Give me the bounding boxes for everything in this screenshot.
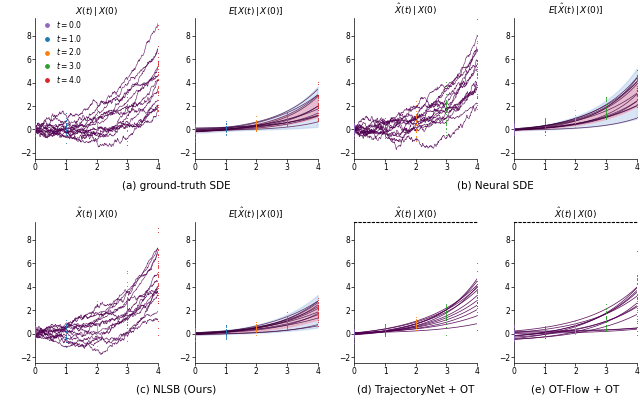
Text: (e) OT-Flow + OT: (e) OT-Flow + OT — [531, 385, 620, 395]
Title: $\hat{X}(t)\,|\,X(0)$: $\hat{X}(t)\,|\,X(0)$ — [554, 206, 597, 222]
Title: $E[\hat{X}(t)\,|\,X(0)]$: $E[\hat{X}(t)\,|\,X(0)]$ — [548, 2, 603, 18]
Title: $\hat{X}(t)\,|\,X(0)$: $\hat{X}(t)\,|\,X(0)$ — [394, 2, 437, 18]
Legend: $t=0.0$, $t=1.0$, $t=2.0$, $t=3.0$, $t=4.0$: $t=0.0$, $t=1.0$, $t=2.0$, $t=3.0$, $t=4… — [39, 19, 82, 85]
Title: $\hat{X}(t)\,|\,X(0)$: $\hat{X}(t)\,|\,X(0)$ — [394, 206, 437, 222]
Title: $E[X(t)\,|\,X(0)]$: $E[X(t)\,|\,X(0)]$ — [228, 5, 284, 18]
Text: (c) NLSB (Ours): (c) NLSB (Ours) — [136, 385, 216, 395]
Text: (b) Neural SDE: (b) Neural SDE — [457, 181, 534, 191]
Title: $\hat{X}(t)\,|\,X(0)$: $\hat{X}(t)\,|\,X(0)$ — [75, 206, 118, 222]
Text: (a) ground-truth SDE: (a) ground-truth SDE — [122, 181, 230, 191]
Title: $X(t)\,|\,X(0)$: $X(t)\,|\,X(0)$ — [75, 5, 118, 18]
Title: $E[\hat{X}(t)\,|\,X(0)]$: $E[\hat{X}(t)\,|\,X(0)]$ — [228, 206, 284, 222]
Text: (d) TrajectoryNet + OT: (d) TrajectoryNet + OT — [357, 385, 474, 395]
